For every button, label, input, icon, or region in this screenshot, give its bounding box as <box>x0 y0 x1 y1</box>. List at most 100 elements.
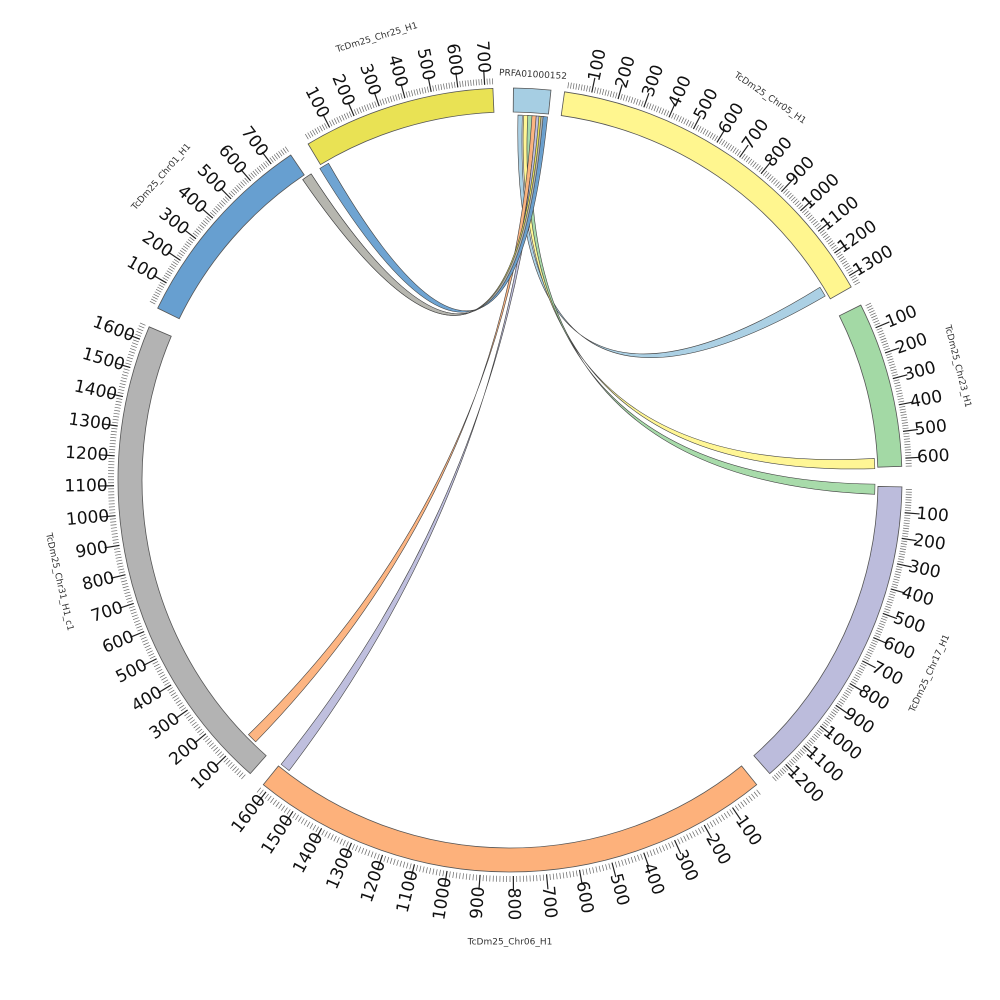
chromosome-band-tcdm25-chr17-h1 <box>753 486 903 775</box>
minor-tick <box>832 709 838 714</box>
minor-tick <box>162 277 169 281</box>
minor-tick <box>178 252 184 257</box>
minor-tick <box>866 305 873 309</box>
minor-tick <box>726 811 731 817</box>
minor-tick <box>885 605 892 609</box>
minor-tick <box>252 170 257 176</box>
minor-tick <box>236 185 241 190</box>
minor-tick <box>671 112 675 119</box>
minor-tick <box>370 851 374 858</box>
minor-tick <box>788 194 794 200</box>
minor-tick <box>857 669 863 674</box>
major-tick <box>102 423 118 427</box>
minor-tick <box>222 198 228 203</box>
minor-tick <box>903 522 910 525</box>
minor-tick <box>595 866 598 873</box>
minor-tick <box>240 181 245 187</box>
major-tick <box>803 745 816 757</box>
minor-tick <box>439 869 441 876</box>
minor-tick <box>154 291 161 295</box>
minor-tick <box>110 527 117 529</box>
minor-tick <box>184 712 190 717</box>
minor-tick <box>432 85 435 92</box>
minor-tick <box>199 224 205 229</box>
tick-label: 400 <box>908 387 944 413</box>
minor-tick <box>197 728 203 734</box>
minor-tick <box>809 216 815 222</box>
minor-tick <box>646 102 649 109</box>
minor-tick <box>572 870 575 877</box>
minor-tick <box>665 844 669 850</box>
minor-tick <box>126 597 133 600</box>
minor-tick <box>136 331 143 334</box>
minor-tick <box>459 872 461 879</box>
minor-tick <box>125 362 132 365</box>
chromosome-label: PRFA01000152 <box>499 68 567 82</box>
minor-tick <box>894 382 901 385</box>
major-tick <box>110 574 126 579</box>
major-tick <box>104 544 120 549</box>
minor-tick <box>224 196 230 201</box>
minor-tick <box>840 258 846 263</box>
minor-tick <box>827 715 834 720</box>
minor-tick <box>204 218 210 223</box>
minor-tick <box>662 845 666 852</box>
minor-tick <box>850 274 856 279</box>
tick-label: 700 <box>89 598 126 627</box>
minor-tick <box>721 139 726 146</box>
minor-tick <box>575 83 578 90</box>
minor-tick <box>165 272 171 277</box>
minor-tick <box>232 766 237 772</box>
minor-tick <box>556 873 558 880</box>
minor-tick <box>781 767 787 773</box>
tick-label: 1600 <box>228 791 270 837</box>
minor-tick <box>346 112 350 119</box>
minor-tick <box>120 380 127 383</box>
minor-tick <box>157 286 163 291</box>
minor-tick <box>179 704 185 709</box>
minor-tick <box>348 111 352 118</box>
minor-tick <box>343 113 347 120</box>
minor-tick <box>356 108 360 115</box>
minor-tick <box>112 536 119 538</box>
minor-tick <box>472 874 474 881</box>
minor-tick <box>159 281 166 286</box>
minor-tick <box>831 244 837 249</box>
minor-tick <box>117 565 124 568</box>
minor-tick <box>588 86 591 93</box>
major-tick <box>410 864 416 880</box>
minor-tick <box>874 322 881 326</box>
minor-tick <box>887 358 894 361</box>
minor-tick <box>475 874 478 881</box>
major-tick <box>158 684 172 694</box>
minor-tick <box>689 832 693 839</box>
minor-tick <box>866 651 873 655</box>
minor-tick <box>786 192 792 198</box>
minor-tick <box>139 322 146 326</box>
minor-tick <box>192 232 198 237</box>
major-tick <box>904 512 920 515</box>
minor-tick <box>877 330 884 334</box>
minor-tick <box>895 387 902 390</box>
major-tick <box>896 563 912 568</box>
minor-tick <box>273 154 278 160</box>
minor-tick <box>284 146 289 152</box>
minor-tick <box>186 714 192 719</box>
minor-tick <box>131 614 138 618</box>
minor-tick <box>342 840 346 846</box>
minor-tick <box>206 740 212 745</box>
minor-tick <box>798 751 803 756</box>
minor-tick <box>904 514 911 517</box>
minor-tick <box>886 355 893 359</box>
minor-tick <box>745 157 750 163</box>
minor-tick <box>796 202 802 208</box>
tick-label: 900 <box>467 886 489 920</box>
minor-tick <box>142 639 148 643</box>
chromosome-band-prfa01000152 <box>512 87 552 115</box>
minor-tick <box>110 524 117 526</box>
minor-tick <box>872 639 878 643</box>
tick-label: 700 <box>472 40 494 74</box>
minor-tick <box>769 175 774 181</box>
minor-tick <box>602 89 605 95</box>
minor-tick <box>841 260 848 265</box>
